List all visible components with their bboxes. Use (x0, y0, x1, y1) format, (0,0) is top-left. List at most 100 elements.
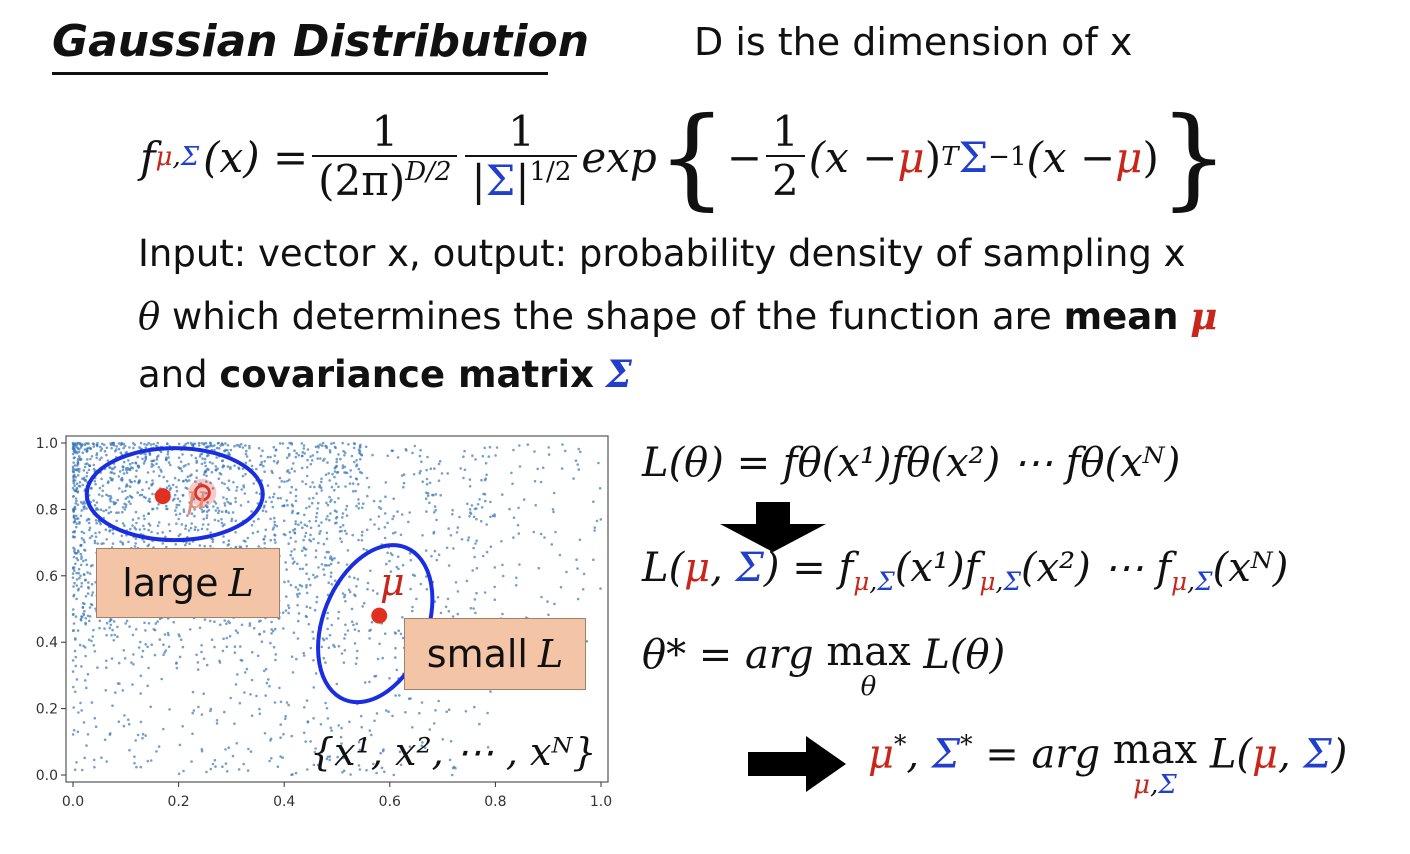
scatter-point (72, 516, 76, 519)
scatter-point (296, 512, 299, 515)
scatter-point (458, 515, 461, 519)
scatter-point (217, 519, 220, 523)
scatter-point (473, 598, 477, 601)
scatter-point (198, 626, 202, 630)
scatter-point (226, 500, 230, 504)
scatter-point (181, 645, 185, 649)
scatter-point (205, 770, 208, 774)
scatter-point (77, 550, 80, 554)
scatter-point (190, 522, 193, 525)
scatter-point (308, 606, 312, 610)
scatter-point (133, 545, 137, 548)
scatter-point (297, 454, 301, 457)
scatter-point (305, 699, 309, 702)
scatter-point (401, 616, 404, 619)
scatter-point (77, 470, 81, 473)
scatter-point (85, 450, 89, 453)
scatter-point (565, 570, 568, 574)
scatter-point (87, 619, 91, 623)
scatter-point (465, 579, 469, 583)
scatter-point (237, 466, 240, 469)
scatter-point (186, 441, 190, 445)
scatter-point (351, 533, 355, 537)
scatter-point (264, 694, 267, 697)
scatter-point (77, 571, 80, 575)
scatter-point (81, 483, 85, 487)
scatter-point (353, 642, 357, 645)
scatter-point (144, 629, 147, 632)
scatter-point (279, 700, 283, 704)
scatter-point (211, 540, 215, 544)
scatter-point (133, 443, 136, 446)
x-tick-label: 0.8 (484, 794, 506, 810)
scatter-point (152, 470, 155, 473)
scatter-point (474, 458, 477, 461)
formula-comma: , (172, 142, 181, 172)
scatter-point (138, 480, 141, 484)
scatter-point (317, 566, 320, 569)
scatter-point (495, 446, 499, 449)
y-tick-label: 1.0 (36, 436, 58, 452)
scatter-point (308, 538, 311, 542)
scatter-point (74, 615, 78, 618)
scatter-point (560, 467, 564, 470)
scatter-point (400, 474, 404, 477)
scatter-point (329, 555, 333, 558)
scatter-point (236, 631, 239, 634)
scatter-point (155, 458, 159, 461)
scatter-point (211, 487, 215, 490)
scatter-point (273, 533, 276, 537)
scatter-point (398, 694, 401, 697)
scatter-point (512, 516, 516, 519)
scatter-point (136, 455, 139, 459)
scatter-point (401, 563, 405, 567)
scatter-point (105, 634, 108, 637)
scatter-point (72, 706, 75, 709)
scatter-point (281, 442, 285, 445)
scatter-point (178, 655, 182, 659)
scatter-point (287, 542, 291, 545)
scatter-point (291, 557, 295, 560)
scatter-point (552, 491, 556, 495)
scatter-point (376, 592, 379, 595)
scatter-point (136, 733, 140, 737)
formula-arg: (x) = (203, 132, 309, 182)
y-tick-label: 0.4 (36, 635, 58, 651)
scatter-point (289, 536, 293, 540)
moving-center-glow (188, 478, 217, 507)
scatter-point (358, 449, 362, 453)
scatter-point (241, 446, 245, 449)
scatter-point (191, 732, 194, 736)
scatter-point (257, 517, 260, 521)
scatter-point (80, 537, 84, 540)
scatter-point (321, 441, 325, 445)
scatter-point (493, 585, 497, 589)
scatter-point (200, 508, 203, 511)
scatter-point (316, 501, 320, 505)
scatter-point (142, 540, 146, 544)
scatter-point (347, 443, 350, 446)
scatter-point (129, 527, 132, 531)
scatter-point (92, 463, 96, 467)
covariance-line: and covariance matrix Σ (138, 352, 632, 396)
scatter-point (327, 581, 331, 584)
scatter-point (311, 630, 315, 634)
scatter-point (296, 588, 300, 591)
scatter-point (203, 442, 206, 445)
scatter-point (301, 567, 305, 571)
scatter-point (437, 699, 441, 703)
scatter-point (329, 512, 332, 515)
scatter-point (206, 505, 209, 509)
scatter-point (296, 562, 299, 566)
scatter-point (131, 633, 135, 637)
scatter-point (411, 726, 414, 729)
scatter-point (252, 627, 256, 630)
scatter-point (122, 472, 126, 475)
scatter-point (73, 569, 76, 572)
formula-x-minus-2: (x − (1026, 132, 1116, 182)
scatter-point (326, 755, 330, 759)
scatter-point (285, 499, 289, 502)
scatter-point (154, 622, 158, 625)
scatter-point (79, 617, 83, 621)
eq4-subscript: μ,Σ (1133, 770, 1177, 800)
